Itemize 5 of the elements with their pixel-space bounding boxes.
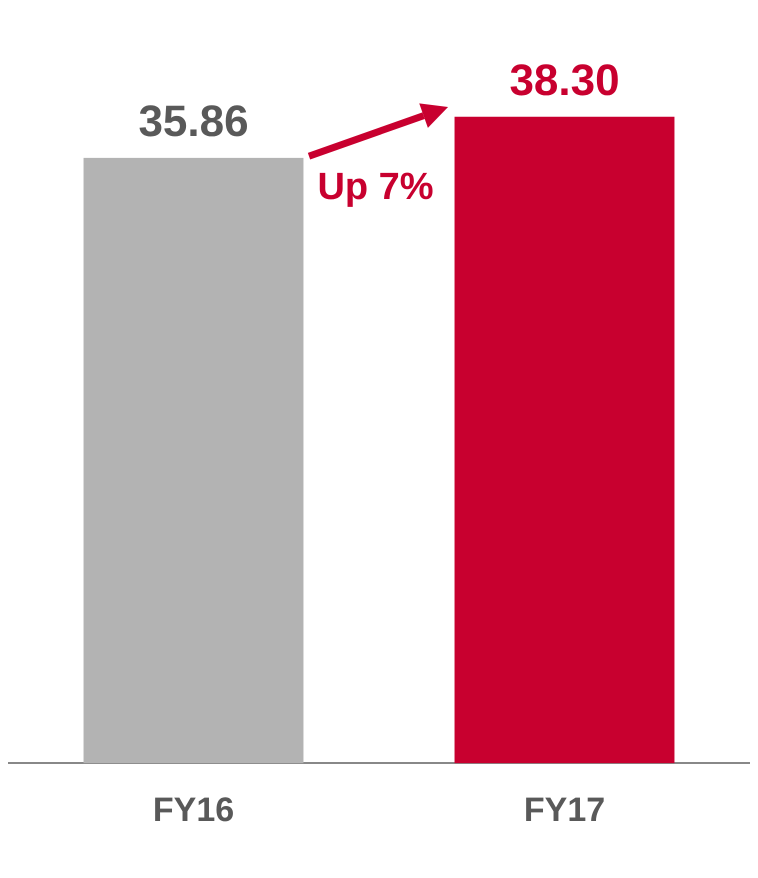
x-tick-label: FY16 xyxy=(152,790,234,829)
annotation: Up 7% xyxy=(317,166,434,209)
data-label: 35.86 xyxy=(138,97,249,146)
data-label: 38.30 xyxy=(509,56,620,105)
x-tick-label: FY17 xyxy=(524,790,606,829)
